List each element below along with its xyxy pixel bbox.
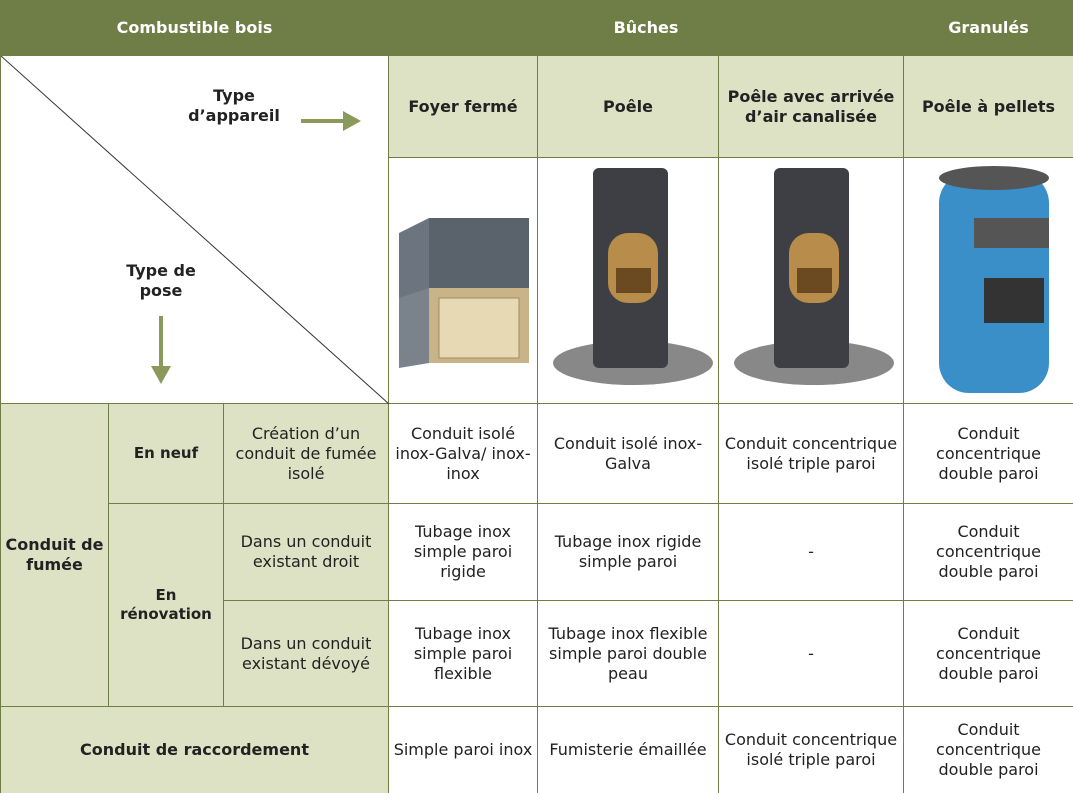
row-label: Création d’un conduit de fumée isolé <box>223 403 389 504</box>
cell: Conduit concentrique isolé triple paroi <box>717 403 905 504</box>
cell: Conduit concentrique isolé triple paroi <box>717 706 905 793</box>
pellet-stove-image <box>939 166 1050 393</box>
cell: - <box>717 600 905 707</box>
section-label: Conduit de raccordement <box>0 706 389 793</box>
cell: Tubage inox simple paroi flexible <box>388 600 538 707</box>
header-cell: Bûches <box>387 0 905 56</box>
cell: Conduit concentrique double paroi <box>903 403 1073 504</box>
appliance-name: Foyer fermé <box>388 55 538 158</box>
cell: - <box>717 503 905 601</box>
cell: Conduit concentrique double paroi <box>903 600 1073 707</box>
header-cell: Combustible bois <box>0 0 389 56</box>
image-cell <box>717 157 905 404</box>
group-label: En rénovation <box>108 503 224 707</box>
cell: Tubage inox rigide simple paroi <box>537 503 719 601</box>
cell: Conduit concentrique double paroi <box>903 706 1073 793</box>
stove-image <box>734 168 894 385</box>
image-cell <box>903 157 1073 404</box>
cell: Tubage inox simple paroi rigide <box>388 503 538 601</box>
diagonal-graphic <box>1 56 389 404</box>
appliance-name: Poêle à pellets <box>903 55 1073 158</box>
appliance-name: Poêle <box>537 55 719 158</box>
image-cell <box>388 157 538 404</box>
stove-image <box>553 168 713 385</box>
header-cell: Granulés <box>903 0 1073 56</box>
installation-type-label: Type de pose <box>126 261 196 300</box>
section-label: Conduit de fumée <box>0 403 109 707</box>
image-cell <box>537 157 719 404</box>
cell: Conduit isolé inox-Galva <box>537 403 719 504</box>
diagonal-cell: Type d’appareil Type de pose <box>0 55 389 404</box>
cell: Conduit isolé inox-Galva/ inox-inox <box>388 403 538 504</box>
cell: Tubage inox flexible simple paroi double… <box>537 600 719 707</box>
appliance-type-label: Type d’appareil <box>188 86 280 125</box>
fireplace-image <box>399 218 529 368</box>
cell: Fumisterie émaillée <box>537 706 719 793</box>
group-label: En neuf <box>108 403 224 504</box>
row-label: Dans un conduit existant dévoyé <box>223 600 389 707</box>
row-label: Dans un conduit existant droit <box>223 503 389 601</box>
appliance-name: Poêle avec arrivée d’air canalisée <box>717 55 905 158</box>
cell: Simple paroi inox <box>388 706 538 793</box>
cell: Conduit concentrique double paroi <box>903 503 1073 601</box>
